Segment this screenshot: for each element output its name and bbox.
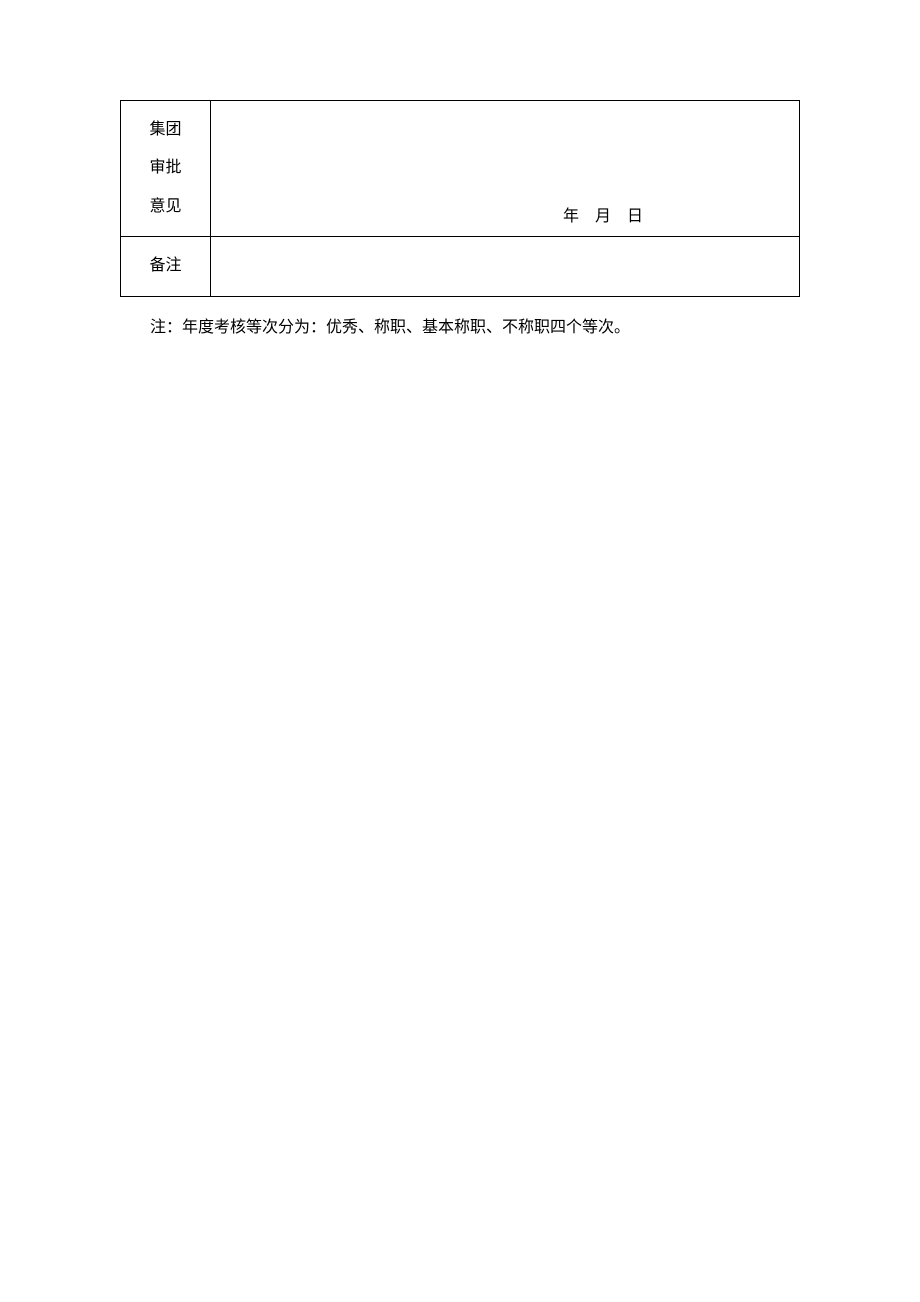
remarks-content-cell [211,237,800,296]
label-line-1: 集团 [121,111,210,149]
group-approval-label-cell: 集团 审批 意见 [121,101,211,237]
label-line-3: 意见 [121,188,210,226]
date-placeholder: 年 月 日 [563,202,649,226]
remarks-label-cell: 备注 [121,237,211,296]
table-row: 集团 审批 意见 年 月 日 [121,101,800,237]
remarks-label: 备注 [149,257,181,274]
label-line-2: 审批 [121,149,210,187]
footnote-text: 注：年度考核等次分为：优秀、称职、基本称职、不称职四个等次。 [120,315,800,341]
approval-form-table: 集团 审批 意见 年 月 日 备注 [120,100,800,297]
table-row: 备注 [121,237,800,296]
group-approval-content-cell: 年 月 日 [211,101,800,237]
